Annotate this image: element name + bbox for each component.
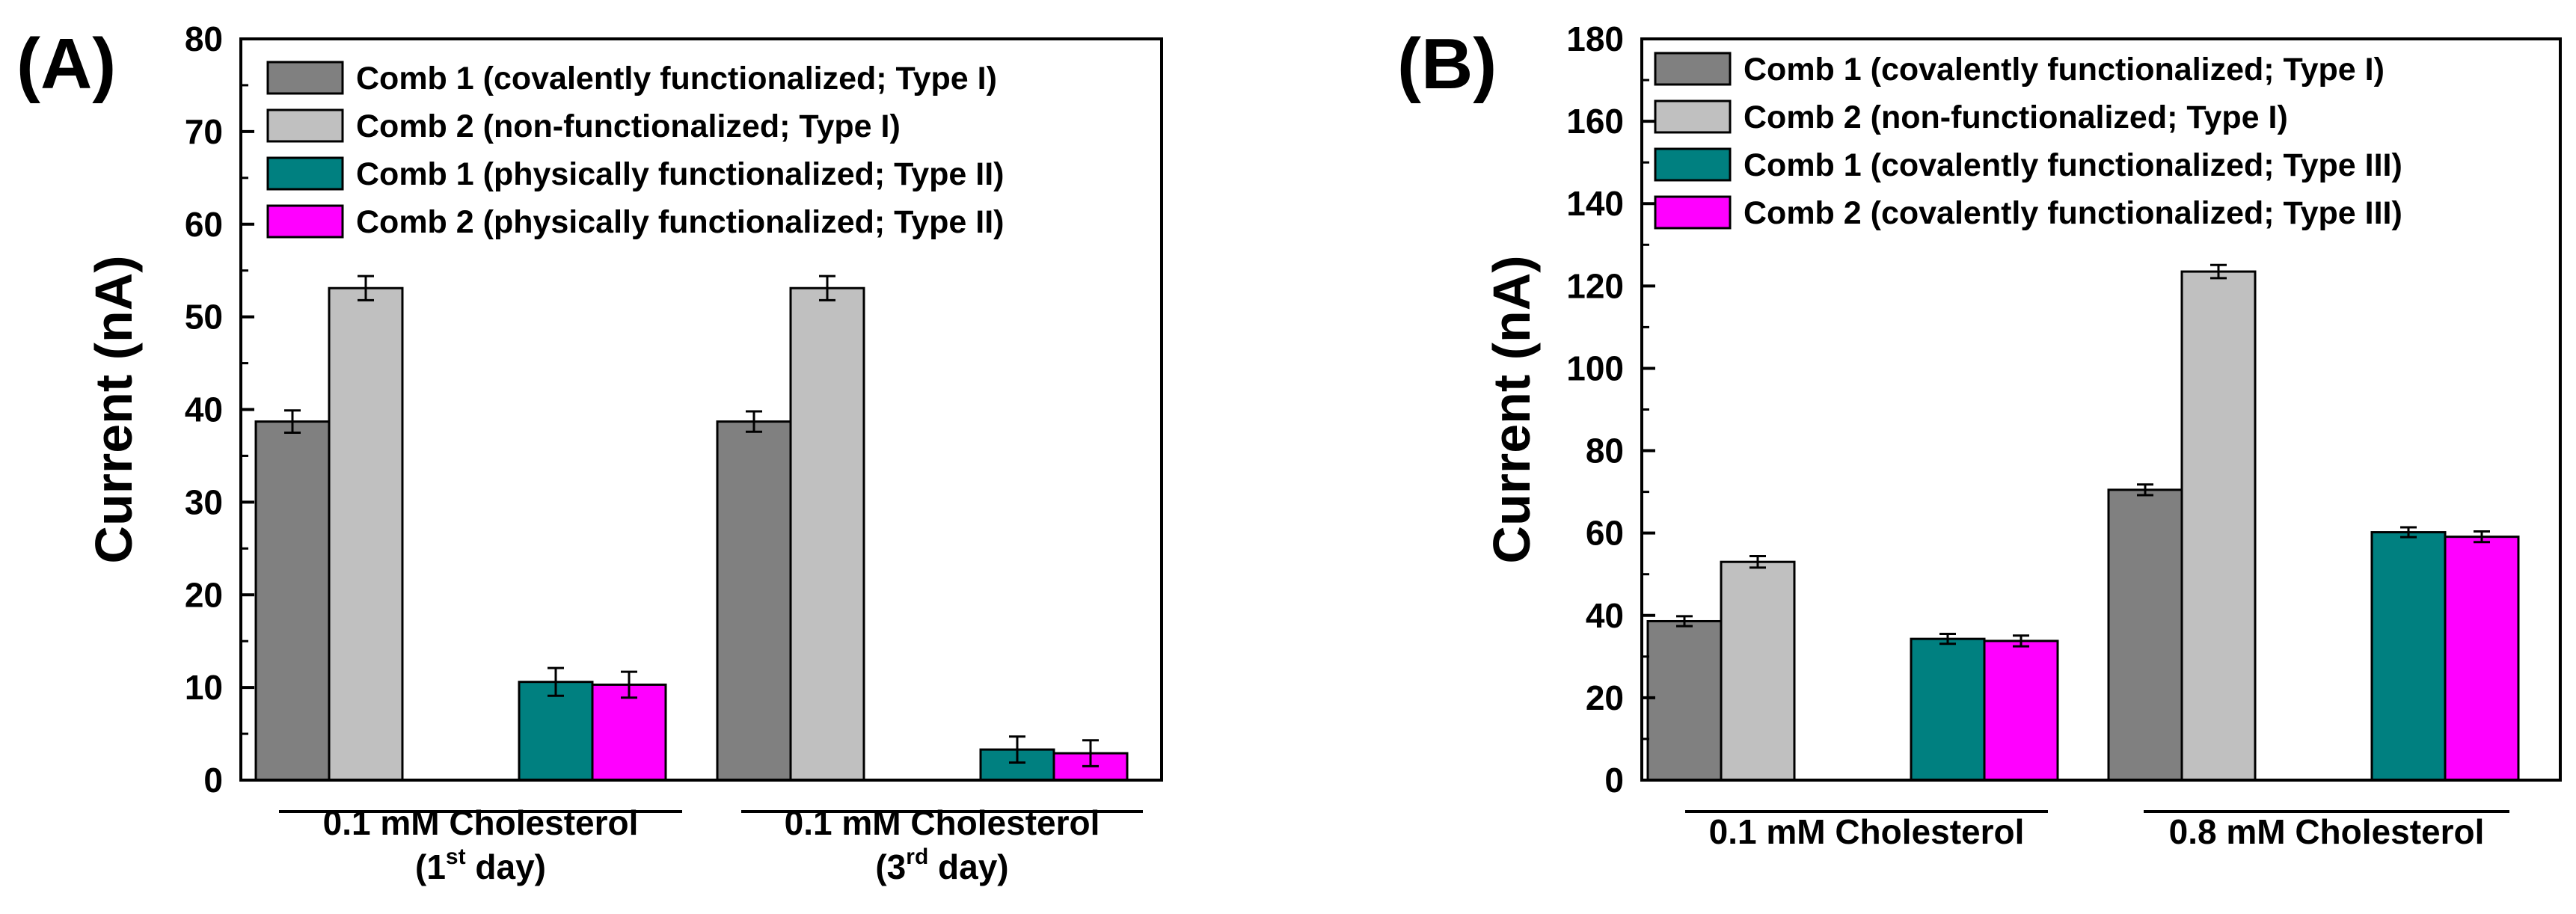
error-bar bbox=[358, 274, 374, 301]
panel-label: (B) bbox=[1397, 24, 1497, 104]
legend-label: Comb 1 (covalently functionalized; Type … bbox=[1744, 52, 2385, 88]
legend-swatch bbox=[1654, 147, 1732, 182]
legend-swatch bbox=[1654, 195, 1732, 230]
y-tick-label: 70 bbox=[185, 112, 223, 151]
y-tick-label: 40 bbox=[185, 390, 223, 429]
y-tick-label: 10 bbox=[185, 668, 223, 707]
y-tick-label: 140 bbox=[1566, 184, 1624, 223]
y-axis-label: Current (nA) bbox=[85, 255, 143, 563]
legend-label: Comb 1 (covalently functionalized; Type … bbox=[356, 61, 997, 96]
bar bbox=[254, 420, 331, 782]
error-bar bbox=[1676, 615, 1693, 628]
error-bar bbox=[2137, 483, 2153, 497]
legend-label: Comb 2 (covalently functionalized; Type … bbox=[1744, 195, 2402, 231]
chart-panel-a: (A) 0 10 20 30 40 50 60 70 80 Current (nA) Comb 1 (… bbox=[16, 19, 1163, 886]
chart-panel-b: (B) 0 20 40 60 80 100 120 140 160 180 Current (nA) C… bbox=[1397, 19, 2562, 851]
y-tick-label: 120 bbox=[1566, 266, 1624, 305]
category-label: 0.1 mM Cholesterol bbox=[1709, 812, 2025, 851]
category-sublabel: (3rd day) bbox=[875, 844, 1008, 886]
bar bbox=[2180, 270, 2257, 782]
legend-label: Comb 2 (non-functionalized; Type I) bbox=[1744, 99, 2288, 135]
legend-label: Comb 2 (non-functionalized; Type I) bbox=[356, 108, 901, 144]
bar bbox=[2107, 488, 2183, 782]
error-bar bbox=[284, 409, 301, 434]
y-tick-label: 60 bbox=[1586, 514, 1624, 553]
bar bbox=[1720, 560, 1796, 782]
bar bbox=[328, 286, 404, 782]
y-tick-label: 0 bbox=[1604, 761, 1624, 800]
y-tick-label: 180 bbox=[1566, 19, 1624, 58]
legend-label: Comb 2 (physically functionalized; Type … bbox=[356, 204, 1005, 240]
y-tick-label: 0 bbox=[203, 761, 223, 800]
bar bbox=[2444, 536, 2520, 782]
y-tick-label: 20 bbox=[185, 575, 223, 614]
error-bar bbox=[746, 410, 762, 433]
legend-swatch bbox=[266, 204, 344, 239]
bar bbox=[789, 286, 865, 782]
bar bbox=[1646, 619, 1723, 782]
bar bbox=[1910, 637, 1986, 782]
bar bbox=[2370, 531, 2447, 782]
error-bar bbox=[2400, 526, 2417, 539]
category-label: 0.8 mM Cholesterol bbox=[2169, 812, 2485, 851]
category-sublabel: (1st day) bbox=[415, 844, 546, 886]
legend-swatch bbox=[266, 61, 344, 95]
error-bar bbox=[1939, 633, 1956, 645]
y-tick-label: 160 bbox=[1566, 102, 1624, 141]
category-label: 0.1 mM Cholesterol bbox=[785, 803, 1100, 842]
bar bbox=[518, 681, 594, 782]
panel-label: (A) bbox=[16, 24, 116, 104]
error-bar bbox=[548, 666, 564, 697]
legend-swatch bbox=[1654, 52, 1732, 86]
error-bar bbox=[2013, 634, 2029, 648]
y-tick-label: 20 bbox=[1586, 678, 1624, 717]
y-tick-label: 100 bbox=[1566, 349, 1624, 387]
y-tick-label: 60 bbox=[185, 205, 223, 244]
legend-swatch bbox=[1654, 99, 1732, 134]
error-bar bbox=[819, 274, 835, 301]
legend-swatch bbox=[266, 156, 344, 191]
legend-swatch bbox=[266, 108, 344, 143]
y-tick-label: 50 bbox=[185, 298, 223, 337]
bar bbox=[591, 683, 667, 782]
bar bbox=[1983, 640, 2059, 782]
y-tick-label: 80 bbox=[1586, 432, 1624, 470]
category-label: 0.1 mM Cholesterol bbox=[323, 803, 639, 842]
error-bar bbox=[1009, 735, 1025, 764]
y-tick-label: 80 bbox=[185, 19, 223, 58]
y-axis-label: Current (nA) bbox=[1482, 255, 1541, 563]
error-bar bbox=[1082, 739, 1099, 767]
legend-label: Comb 1 (physically functionalized; Type … bbox=[356, 156, 1005, 192]
bar bbox=[716, 420, 792, 782]
legend-label: Comb 1 (covalently functionalized; Type … bbox=[1744, 147, 2402, 183]
error-bar bbox=[2474, 530, 2490, 544]
y-tick-label: 30 bbox=[185, 482, 223, 521]
error-bar bbox=[621, 670, 637, 699]
error-bar bbox=[1749, 554, 1766, 569]
error-bar bbox=[2210, 263, 2227, 280]
y-tick-label: 40 bbox=[1586, 596, 1624, 635]
